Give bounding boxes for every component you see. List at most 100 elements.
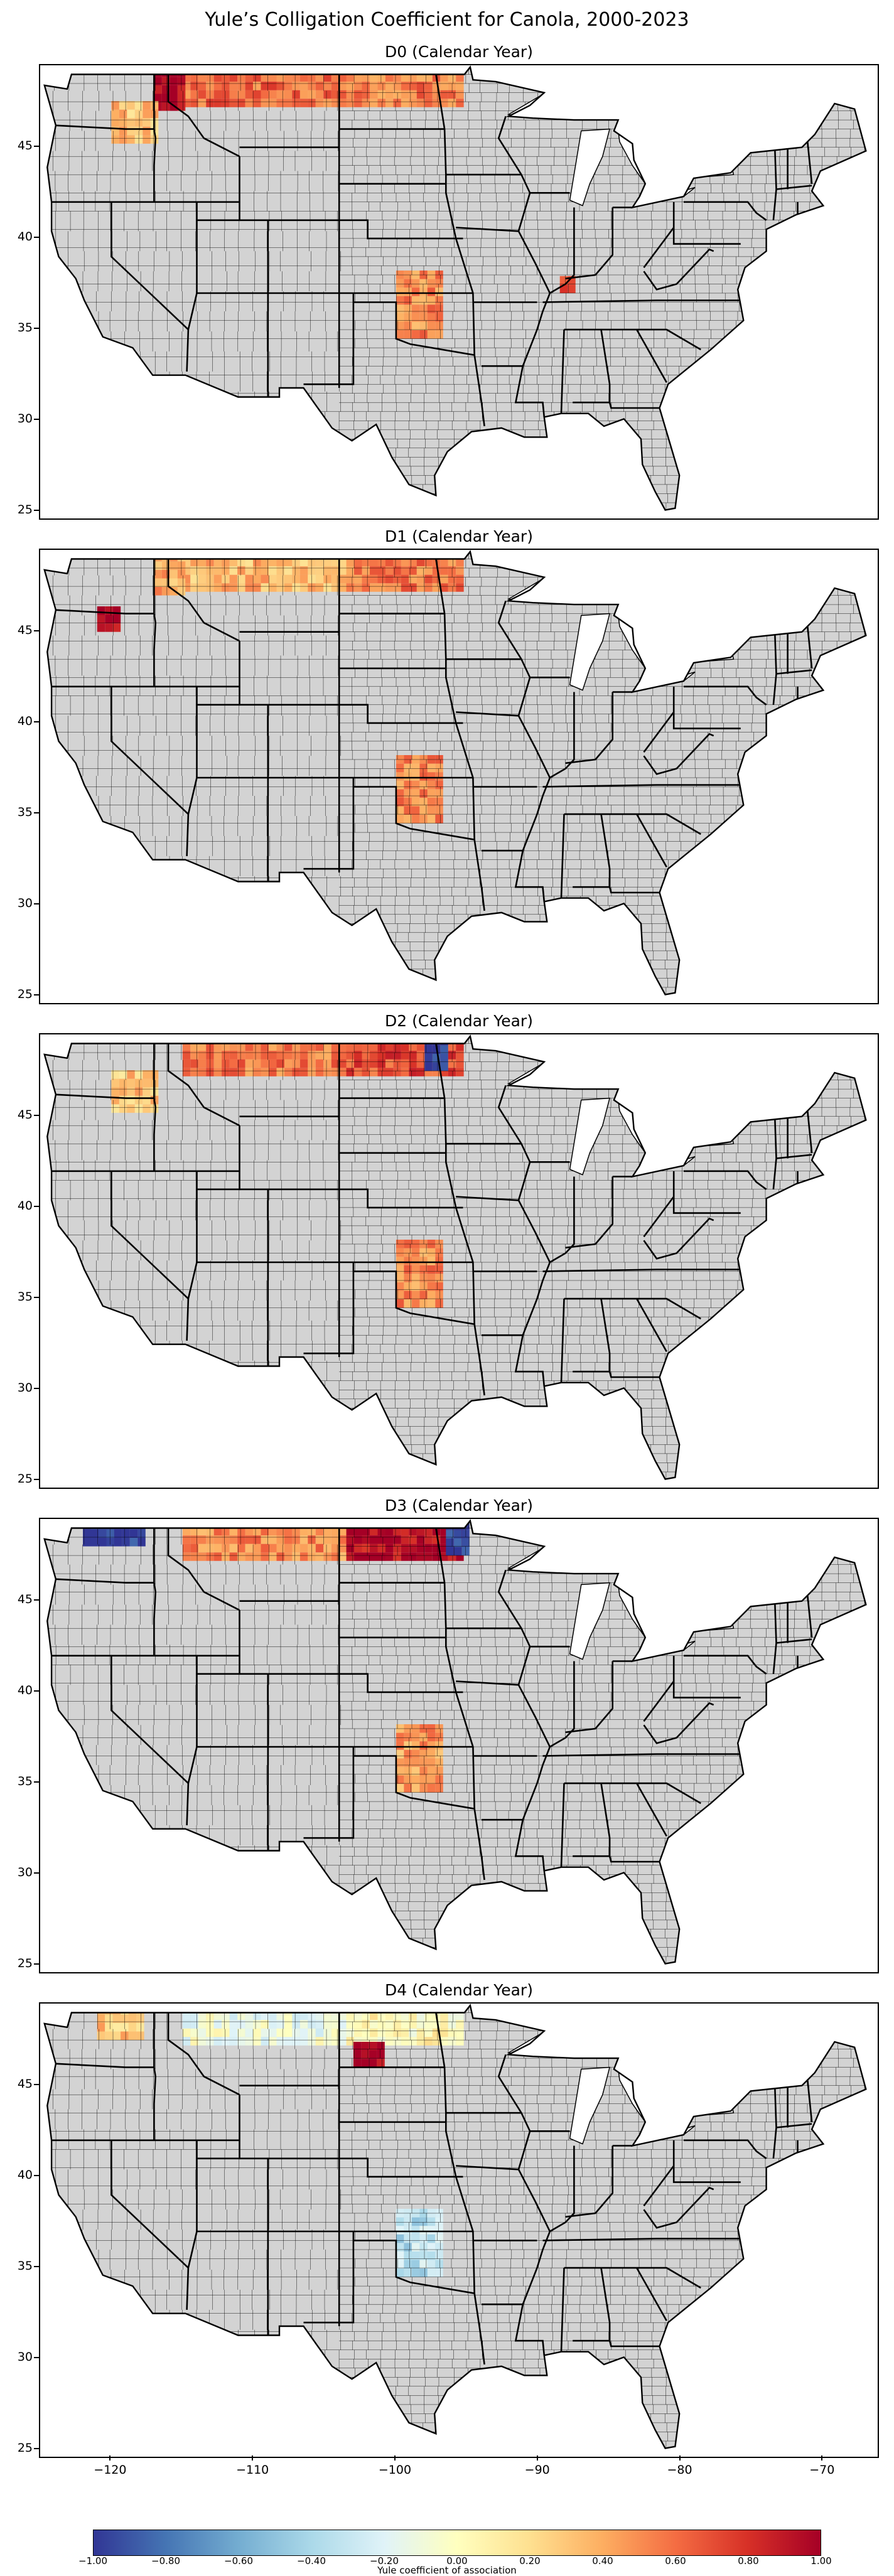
county-value-cell xyxy=(213,583,222,592)
county-value-cell xyxy=(269,2011,277,2021)
county-value-cell xyxy=(261,99,269,107)
county-value-cell xyxy=(213,73,222,82)
county-value-cell xyxy=(127,101,135,110)
county-value-cell xyxy=(119,1070,127,1079)
county-value-cell xyxy=(237,2037,245,2046)
county-value-cell xyxy=(284,2011,293,2021)
map-svg-2 xyxy=(43,1034,867,1480)
county-value-cell xyxy=(456,1068,464,1076)
county-value-cell xyxy=(427,2226,436,2235)
county-value-cell xyxy=(190,574,198,584)
county-value-cell xyxy=(315,574,324,584)
state-borders xyxy=(51,1528,813,1881)
county-value-cell xyxy=(143,1104,151,1113)
county-value-cell xyxy=(222,574,230,584)
county-value-cell xyxy=(269,557,277,567)
county-value-cell xyxy=(261,1042,269,1051)
county-value-cell xyxy=(346,82,355,90)
county-value-cell xyxy=(284,1059,293,1068)
county-value-cell xyxy=(308,566,316,575)
county-value-cell xyxy=(127,1104,135,1113)
county-value-cell xyxy=(370,583,378,592)
county-value-cell xyxy=(299,90,308,99)
county-value-cell xyxy=(229,1535,238,1544)
county-value-cell xyxy=(137,1529,146,1538)
county-value-cell xyxy=(154,68,162,77)
county-value-cell xyxy=(222,1535,230,1544)
county-value-cell xyxy=(213,566,222,575)
county-value-cell xyxy=(419,1274,428,1282)
county-value-cell xyxy=(284,99,293,107)
county-value-cell xyxy=(190,73,198,82)
county-value-cell xyxy=(427,1282,436,1291)
county-value-cell xyxy=(432,99,441,107)
county-value-cell xyxy=(409,566,417,575)
county-value-cell xyxy=(269,1535,277,1544)
county-value-cell xyxy=(424,574,433,584)
y-tick-mark xyxy=(34,1781,39,1783)
county-value-cell xyxy=(427,1248,436,1257)
county-value-cell xyxy=(456,583,464,592)
x-tick-mark xyxy=(536,2455,538,2461)
county-value-cell xyxy=(362,99,370,107)
county-value-cell xyxy=(435,2217,443,2226)
panel-title-3: D3 (Calendar Year) xyxy=(385,1496,533,1515)
county-value-cell xyxy=(245,1059,254,1068)
y-tick-mark xyxy=(34,328,39,330)
colorbar-tick-label: −0.60 xyxy=(224,2555,253,2567)
panel-title-2: D2 (Calendar Year) xyxy=(385,1012,533,1030)
county-value-cell xyxy=(127,126,135,136)
county-value-cell xyxy=(143,1078,151,1088)
county-value-cell xyxy=(213,1059,222,1068)
county-value-cell xyxy=(206,2028,214,2037)
y-tick-mark xyxy=(34,2357,39,2359)
county-value-cell xyxy=(396,1291,404,1299)
county-value-cell xyxy=(299,574,308,584)
county-value-cell xyxy=(424,1535,433,1544)
county-value-cell xyxy=(198,1552,207,1561)
county-value-cell xyxy=(440,583,448,592)
county-value-cell xyxy=(419,330,428,339)
y-tick-label: 25 xyxy=(17,2441,33,2455)
county-value-cell xyxy=(127,1070,135,1079)
county-value-cell xyxy=(292,99,300,107)
y-tick-mark xyxy=(34,2174,39,2176)
county-value-cell xyxy=(119,109,127,119)
county-value-cell xyxy=(308,2020,316,2029)
county-value-cell xyxy=(198,2037,207,2046)
county-value-cell xyxy=(170,569,178,579)
x-tick-mark xyxy=(821,2455,823,2461)
county-value-cell xyxy=(393,2028,401,2037)
county-value-cell xyxy=(339,566,347,575)
county-value-cell xyxy=(253,73,261,82)
county-value-cell xyxy=(308,82,316,90)
county-value-cell xyxy=(396,2234,404,2243)
county-value-cell xyxy=(276,1059,284,1068)
county-value-cell xyxy=(435,279,443,288)
colorbar-tick-label: 0.80 xyxy=(738,2555,759,2567)
county-value-cell xyxy=(323,2037,331,2046)
county-value-cell xyxy=(161,587,170,596)
county-value-cell xyxy=(393,574,401,584)
county-value-cell xyxy=(435,321,443,330)
colorbar-tick-label: 0.60 xyxy=(665,2555,686,2567)
county-value-cell xyxy=(237,1042,245,1051)
county-value-cell xyxy=(315,2028,324,2037)
great-lake xyxy=(569,613,611,691)
county-value-cell xyxy=(401,583,409,592)
y-tick-label: 45 xyxy=(17,1107,33,1122)
county-value-cell xyxy=(435,287,443,296)
county-value-cell xyxy=(292,1535,300,1544)
county-value-cell xyxy=(339,557,347,567)
y-tick-mark xyxy=(34,1388,39,1390)
county-value-cell xyxy=(393,73,401,82)
county-value-cell xyxy=(393,583,401,592)
county-value-cell xyxy=(182,2011,191,2021)
county-value-cell xyxy=(370,1527,378,1536)
county-value-cell xyxy=(198,557,207,567)
county-value-cell xyxy=(456,2028,464,2037)
county-value-cell xyxy=(427,2260,436,2268)
state-borders xyxy=(51,1043,813,1396)
county-value-cell xyxy=(331,2028,340,2037)
county-value-cell xyxy=(568,284,576,293)
